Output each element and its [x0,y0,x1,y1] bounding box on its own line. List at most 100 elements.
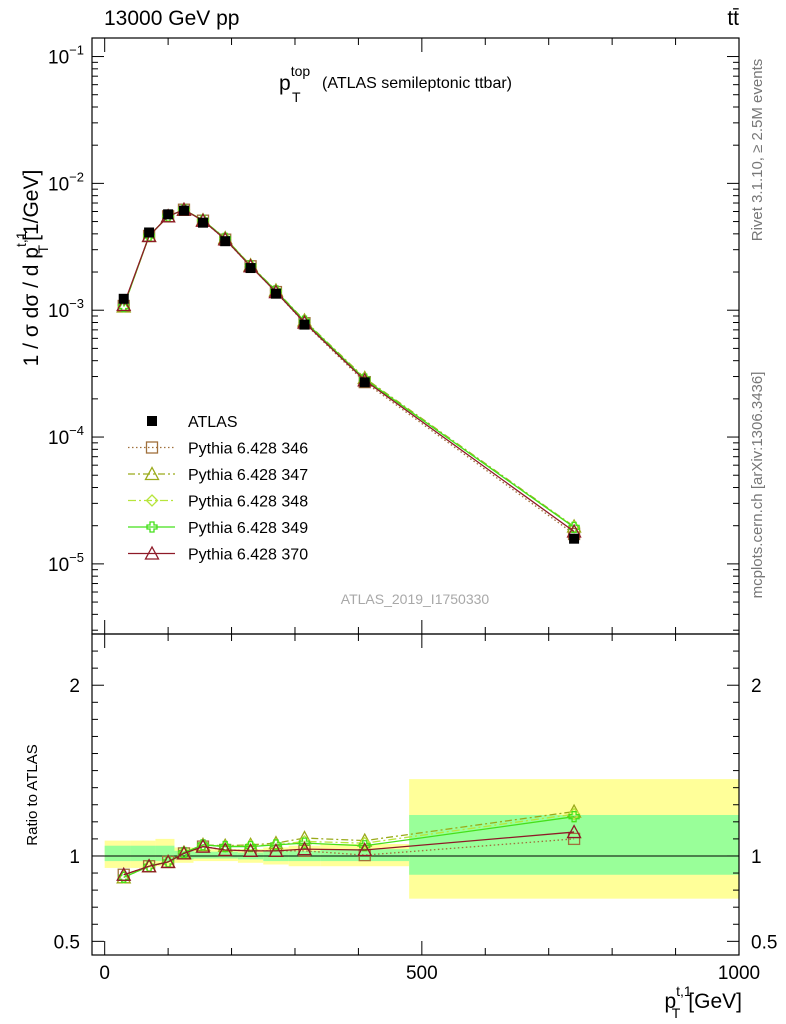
ytick-exponent: −4 [69,423,84,438]
main-series-layer [116,201,582,544]
ratio-series-layer [116,803,582,884]
title-sup: top [291,63,311,79]
ratio-series-4-point-5 [217,842,233,857]
ytick-exponent: −5 [69,550,84,565]
legend-label-1: Pythia 6.428 347 [188,467,308,484]
xlabel-sup: t,1 [676,983,692,999]
main-plot-frame [91,37,740,635]
ratio-series-4-point-4 [195,838,211,853]
ratio-series-0-point-10 [567,832,581,846]
ratio-ytick-label-right-0: 0.5 [751,932,777,953]
legend-marker-4 [144,545,160,560]
ratio-series-2-point-9 [358,836,372,850]
atlas-data-point-1 [144,227,155,238]
analysis-watermark: ATLAS_2019_I1750330 [341,591,490,607]
atlas-data-point-10 [569,533,580,544]
ratio-series-4-point-10 [566,824,582,839]
legend-marker-0 [145,441,159,454]
process-label: tt̄ [727,7,739,30]
ratio-series-4-point-3 [176,845,192,860]
ratio-ytick-label-0: 0.5 [54,932,80,953]
ytick-exponent: −1 [69,43,84,58]
ratio-series-3-point-5 [219,840,231,853]
main-ytick-label-4: 10−1 [48,43,84,69]
band-stat-3 [174,850,194,860]
ratio-ytick-label-right-1: 1 [751,847,762,868]
ratio-series-2-point-10 [567,807,581,821]
energy-label: 13000 GeV pp [104,7,239,30]
ratio-series-4-point-7 [268,842,284,857]
legend-atlas-marker [147,416,157,426]
ytick-base: 10 [48,174,69,195]
ytick-exponent: −2 [69,169,84,184]
main-ytick-label-3: 10−2 [48,169,84,195]
legend-marker-3 [146,521,158,533]
ratio-series-4-point-6 [242,842,259,857]
band-stat-1 [130,845,156,862]
xtick-label-0: 0 [99,963,110,984]
legend-marker-2 [145,494,159,507]
atlas-data-point-7 [270,288,281,299]
atlas-data-point-9 [359,377,370,388]
legend-label-2: Pythia 6.428 348 [188,494,308,511]
legend-label-3: Pythia 6.428 349 [188,520,308,537]
xlabel-main: p [664,990,676,1013]
main-ytick-label-2: 10−3 [48,296,84,322]
ylabel-sub: T [35,244,51,253]
ytick-base: 10 [48,48,69,69]
main-series-line-0 [123,208,575,535]
ratio-plot-frame [91,633,740,956]
ylabel-sup: t,1 [13,231,29,247]
x-axis-label: pt,1 T [GeV] [664,983,742,1021]
ratio-series-4-point-1 [141,858,157,873]
ratio-series-4-point-9 [357,842,373,857]
xlabel-sub: T [672,1005,681,1021]
ratio-series-line-4 [123,831,575,876]
atlas-data-point-5 [220,236,231,247]
xtick-label-1: 500 [406,963,438,984]
ratio-series-4-point-0 [116,866,132,881]
ratio-ytick-label-1: 1 [69,847,80,868]
atlas-data-point-4 [198,217,209,228]
legend-atlas-label: ATLAS [188,414,238,431]
title-symbol: p [279,72,291,95]
plot-title: ptop T (ATLAS semileptonic ttbar) [279,63,512,105]
ratio-series-4-point-2 [160,854,176,869]
ratio-series-3-point-7 [270,839,282,851]
mcplots-label: mcplots.cern.ch [arXiv:1306.3436] [749,372,766,599]
ratio-series-3-point-9 [359,840,371,852]
ytick-base: 10 [48,301,69,322]
main-y-axis-label: 1 / σ dσ / d pt,1 T [1/GeV] [13,170,51,367]
ratio-ytick-label-2: 2 [69,676,80,697]
xlabel-unit: [GeV] [688,990,742,1013]
band-stat-4 [193,851,213,859]
atlas-data-point-6 [245,263,256,274]
atlas-data-point-3 [178,205,189,216]
legend-label-0: Pythia 6.428 346 [188,441,308,458]
main-ytick-label-0: 10−5 [48,550,84,576]
ylabel-main: 1 / σ dσ / d p [20,247,43,366]
ratio-series-3-point-0 [118,871,130,883]
title-sub: T [292,89,301,105]
rivet-label: Rivet 3.1.10, ≥ 2.5M events [749,59,766,242]
xtick-label-2: 1000 [718,963,760,984]
atlas-data-point-2 [163,209,174,220]
title-rest: (ATLAS semileptonic ttbar) [322,75,512,92]
ratio-series-2-point-8 [298,835,311,848]
legend: ATLAS Pythia 6.428 346 Pythia 6.428 347 Pyt… [128,414,308,564]
main-series-3-point-0 [118,300,130,313]
ratio-ytick-label-right-2: 2 [751,676,762,697]
ratio-series-4-point-8 [296,841,313,856]
ratio-series-3-point-6 [244,840,257,853]
legend-marker-1 [144,466,160,481]
legend-label-4: Pythia 6.428 370 [188,547,308,564]
band-stat-0 [104,845,131,862]
ratio-series-0-point-8 [298,844,311,857]
ratio-y-axis-label: Ratio to ATLAS [24,744,41,845]
ylabel-unit: [1/GeV] [20,170,43,241]
main-series-3-point-10 [568,521,580,534]
atlas-data-point-0 [118,293,129,304]
ytick-base: 10 [48,428,69,449]
